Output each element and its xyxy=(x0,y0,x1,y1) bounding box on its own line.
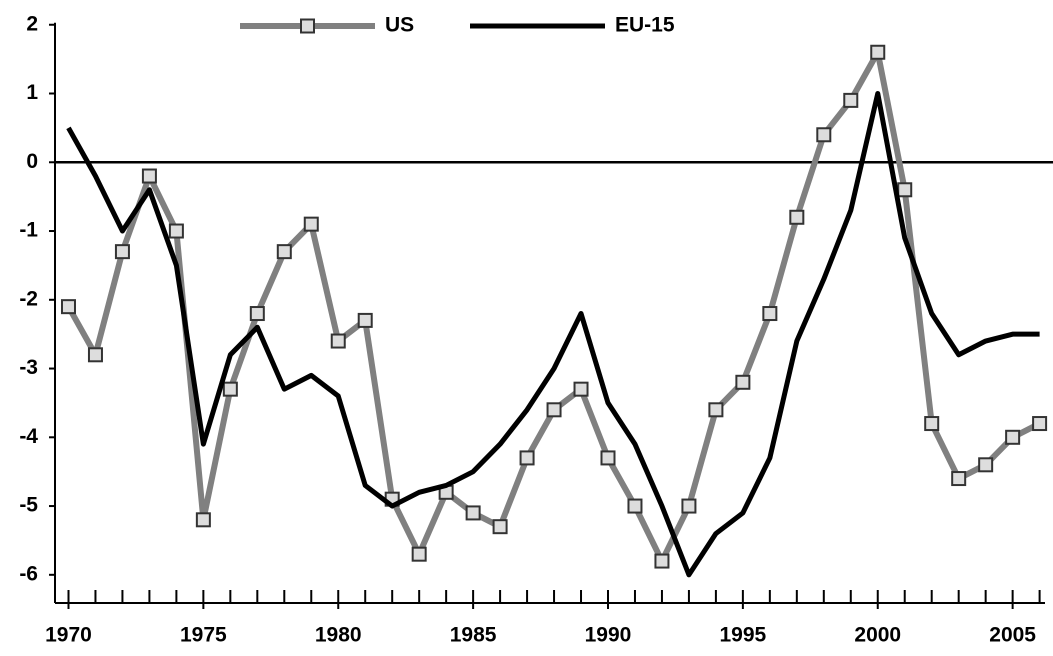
y-tick-label: -5 xyxy=(19,494,38,517)
y-tick-label: 2 xyxy=(26,12,38,35)
y-tick-label: -4 xyxy=(19,425,38,448)
y-tick-label: 1 xyxy=(26,81,38,104)
point-marker xyxy=(897,182,913,198)
point-marker xyxy=(627,498,643,514)
x-tick-label: 1980 xyxy=(315,624,362,647)
x-tick-label: 1985 xyxy=(450,624,497,647)
point-marker xyxy=(1032,416,1048,432)
point-marker xyxy=(546,402,562,418)
point-marker xyxy=(573,381,589,397)
x-tick-label: 1990 xyxy=(585,624,632,647)
series-line xyxy=(65,49,1041,565)
point-marker xyxy=(60,299,76,315)
point-marker xyxy=(1005,429,1021,445)
x-tick-label: 1970 xyxy=(45,624,92,647)
point-marker xyxy=(519,450,535,466)
point-marker xyxy=(600,450,616,466)
y-tick-label: 0 xyxy=(26,150,38,173)
point-marker xyxy=(249,306,265,322)
point-marker xyxy=(951,471,967,487)
point-marker xyxy=(816,127,832,143)
x-tick-label: 1995 xyxy=(720,624,767,647)
point-marker xyxy=(978,457,994,473)
point-marker xyxy=(303,216,319,232)
point-marker xyxy=(357,312,373,328)
point-marker xyxy=(681,498,697,514)
legend-label: US xyxy=(385,14,414,37)
point-marker xyxy=(222,381,238,397)
x-tick-label: 2000 xyxy=(854,624,901,647)
x-tick-label: 1975 xyxy=(180,624,227,647)
point-marker xyxy=(195,512,211,528)
point-marker xyxy=(114,244,130,260)
point-marker xyxy=(654,553,670,569)
point-marker xyxy=(870,44,886,60)
legend-marker xyxy=(300,18,315,34)
y-tick-label: -3 xyxy=(19,356,38,379)
point-marker xyxy=(924,416,940,432)
series-line xyxy=(66,91,1040,578)
point-marker xyxy=(276,244,292,260)
point-marker xyxy=(735,374,751,390)
point-marker xyxy=(492,519,508,535)
y-tick-label: -1 xyxy=(19,219,38,242)
point-marker xyxy=(411,546,427,562)
x-tick-label: 2005 xyxy=(989,624,1036,647)
legend-label: EU-15 xyxy=(615,14,675,37)
point-marker xyxy=(330,333,346,349)
y-tick-label: -6 xyxy=(19,562,38,585)
point-marker xyxy=(843,92,859,108)
point-marker xyxy=(168,223,184,239)
point-marker xyxy=(708,402,724,418)
point-marker xyxy=(465,505,481,521)
point-marker xyxy=(141,168,157,184)
point-marker xyxy=(87,347,103,363)
point-marker xyxy=(789,209,805,225)
point-marker xyxy=(762,306,778,322)
y-tick-label: -2 xyxy=(19,287,38,310)
